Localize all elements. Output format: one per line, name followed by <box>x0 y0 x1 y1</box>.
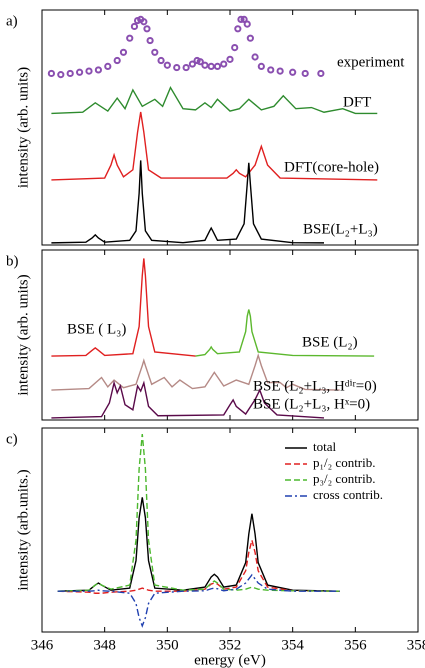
x-tick-label: 356 <box>344 637 367 653</box>
series-label: experiment <box>337 54 405 70</box>
legend-label: total <box>313 439 336 454</box>
data-marker <box>182 63 190 72</box>
legend-label: cross contrib. <box>313 487 383 502</box>
x-tick-label: 346 <box>31 637 54 653</box>
series-label: BSE (L₂+L₃, Hᵈⁱʳ=0) <box>253 378 377 394</box>
data-marker <box>201 61 209 69</box>
data-marker <box>126 34 134 42</box>
data-marker <box>119 48 128 56</box>
data-marker <box>140 18 148 26</box>
data-marker <box>188 60 196 68</box>
series-label: DFT(core-hole) <box>284 159 379 175</box>
data-line <box>57 540 340 594</box>
data-marker <box>240 15 248 23</box>
data-marker <box>289 68 297 76</box>
data-marker <box>234 25 242 33</box>
y-axis-label: intensity (arb. units) <box>15 274 31 395</box>
series-label: BSE (L₂) <box>302 334 358 350</box>
data-marker <box>246 34 254 42</box>
data-marker <box>207 62 215 71</box>
data-marker <box>257 62 265 71</box>
x-tick-label: 358 <box>407 637 425 653</box>
data-marker <box>163 61 171 69</box>
x-tick-label: 348 <box>93 637 116 653</box>
data-marker <box>157 56 165 65</box>
data-marker <box>301 69 309 78</box>
data-marker <box>94 66 103 74</box>
data-line <box>57 434 340 592</box>
data-marker <box>130 22 139 31</box>
data-line <box>57 573 340 628</box>
legend-label: p₁/₂ contrib. <box>313 455 376 470</box>
data-marker <box>243 20 251 28</box>
data-marker <box>146 36 154 45</box>
data-marker <box>317 69 325 78</box>
data-line <box>51 380 325 419</box>
legend-label: p₃/₂ contrib. <box>313 471 376 486</box>
data-marker <box>143 25 151 33</box>
data-marker <box>237 15 245 23</box>
x-tick-label: 354 <box>281 637 304 653</box>
data-marker <box>104 62 112 71</box>
data-marker <box>251 53 259 61</box>
data-marker <box>76 68 84 76</box>
data-marker <box>173 63 181 72</box>
panel-label: c) <box>6 431 18 447</box>
data-marker <box>213 62 222 71</box>
x-axis-label: energy (eV) <box>194 652 266 668</box>
series-label: DFT <box>343 94 371 110</box>
data-marker <box>226 55 234 63</box>
x-tick-label: 350 <box>156 637 179 653</box>
data-line <box>51 111 378 181</box>
data-marker <box>231 44 239 52</box>
data-line <box>51 85 378 115</box>
data-marker <box>113 56 121 65</box>
data-marker <box>196 58 204 66</box>
y-axis-label: intensity (arb. units) <box>15 67 31 188</box>
series-label: BSE (L₂+L₃, Hˣ=0) <box>253 396 370 412</box>
plot-frame <box>41 9 419 246</box>
data-line <box>51 160 325 244</box>
data-line <box>51 258 196 357</box>
data-marker <box>276 67 284 75</box>
series-label: BSE ( L₃) <box>67 321 126 337</box>
data-line <box>57 497 340 592</box>
data-marker <box>220 60 228 68</box>
data-marker <box>57 71 65 79</box>
data-marker <box>47 69 56 78</box>
series-label: BSE(L₂+L₃) <box>303 221 378 237</box>
data-marker <box>151 48 159 56</box>
y-axis-label: intensity (arb.units.) <box>15 469 31 590</box>
data-marker <box>267 66 275 74</box>
x-tick-label: 352 <box>219 637 242 653</box>
data-marker <box>85 67 93 75</box>
data-line <box>195 309 375 357</box>
panel-label: b) <box>6 253 19 269</box>
data-marker <box>66 69 74 78</box>
panel-label: a) <box>6 13 18 29</box>
